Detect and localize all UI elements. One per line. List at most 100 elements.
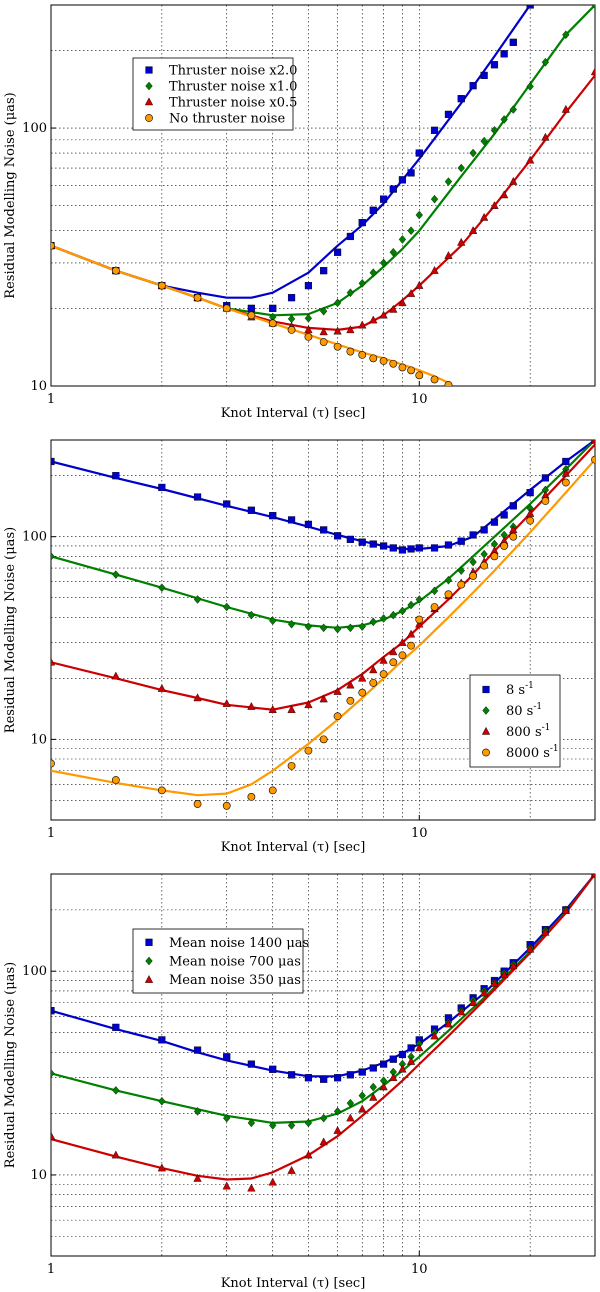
series-line [51,5,532,299]
data-point [269,304,277,312]
data-point [222,801,231,810]
data-point [369,540,377,548]
data-point [490,61,499,69]
data-point [430,375,439,384]
data-point [51,759,55,768]
x-axis-label: Knot Interval (τ) [sec] [221,1276,366,1291]
data-point [430,544,439,552]
data-point [457,580,466,589]
data-point [526,516,535,525]
data-point [509,502,517,510]
data-point [490,201,499,209]
data-point [389,544,397,552]
data-point [304,1074,313,1082]
data-point [526,508,535,517]
data-point [358,538,366,546]
data-point [369,354,378,363]
data-point [500,50,508,58]
data-point [193,293,202,302]
data-point [444,110,453,118]
data-point [562,30,570,40]
data-point [319,694,328,703]
data-point [193,1173,202,1182]
data-point [51,1007,55,1015]
data-point [158,483,166,492]
data-point [379,670,388,678]
data-point [51,657,56,666]
data-point [541,497,550,505]
legend-marker [145,66,153,74]
x-tick-label: 1 [47,1262,55,1277]
data-point [247,1060,255,1068]
legend-label: 800 s-1 [506,723,550,740]
data-point [379,614,388,623]
data-point [407,641,415,650]
data-point [304,520,313,528]
legend-label: Mean noise 1400 μas [169,936,309,951]
data-point [541,474,549,482]
data-point [526,944,535,953]
data-point [369,1064,377,1072]
data-point [379,310,388,319]
data-point [430,603,439,611]
data-point [444,251,453,259]
data-point [287,1121,296,1130]
data-point [157,1163,166,1172]
data-point [379,655,388,664]
data-point [111,1150,120,1159]
data-point [319,1137,328,1146]
legend-superscript: -1 [542,723,551,733]
x-tick-label: 10 [411,392,428,407]
data-point [407,1044,415,1052]
data-point [457,1007,466,1016]
data-point [346,1113,355,1122]
data-point [333,1107,342,1116]
data-point [415,619,424,628]
data-point [379,258,388,268]
data-point [369,1082,377,1092]
legend-marker [145,114,153,122]
data-point [407,545,415,553]
data-point [469,148,477,158]
data-point [222,699,231,707]
data-point [457,237,466,246]
data-point [223,602,231,612]
legend-superscript: -1 [525,681,534,691]
data-point [304,1150,313,1159]
data-point [268,1177,277,1186]
series-line [51,874,595,1124]
data-point [287,705,296,713]
legend-superscript: -1 [550,744,559,754]
data-point [157,281,166,290]
data-point [509,38,517,46]
data-point [469,557,477,567]
data-point [591,5,595,10]
data-point [379,1060,388,1068]
data-point [346,1071,354,1079]
data-point [304,746,313,755]
data-point [509,105,517,114]
y-axis-label: Residual Modelling Noise (μas) [3,527,18,733]
legend-label: 8000 s-1 [506,744,559,761]
data-point [304,282,313,290]
data-point [541,132,550,141]
data-point [389,647,398,656]
plot-area [51,440,595,810]
data-point [304,1118,313,1128]
data-point [379,1082,388,1091]
data-point [526,155,535,164]
data-point [51,457,55,466]
data-point [268,705,277,713]
data-point [430,194,439,204]
data-point [157,786,166,795]
data-point [358,1104,367,1113]
y-tick-label: 100 [22,530,47,545]
data-point [51,1069,55,1078]
data-point [158,1096,166,1106]
data-point [369,617,377,627]
y-tick-label: 10 [30,379,47,394]
data-point [406,289,416,297]
data-point [415,615,424,624]
data-point [444,177,453,186]
data-point [346,696,355,705]
